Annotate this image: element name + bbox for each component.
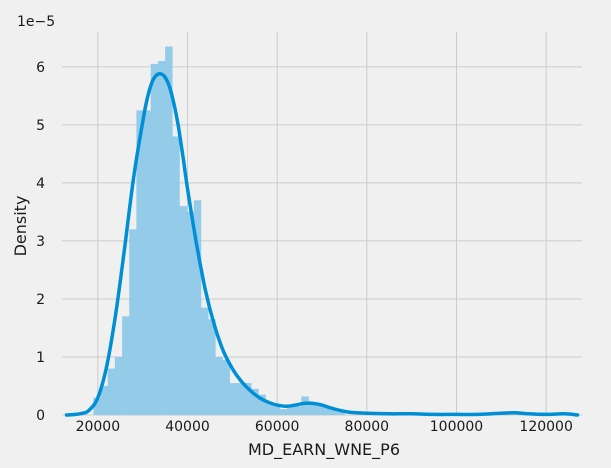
histogram-bar <box>301 396 309 415</box>
x-tick-label: 120000 <box>519 419 572 435</box>
histogram-bar <box>258 394 266 415</box>
x-tick-label: 80000 <box>345 419 390 435</box>
x-tick-labels: 20000 40000 60000 80000 100000 120000 <box>76 419 573 435</box>
histogram-bar <box>136 110 144 415</box>
histogram-bar <box>222 359 230 415</box>
x-tick-label: 40000 <box>165 419 210 435</box>
histogram-bar <box>244 383 252 415</box>
histogram-bar <box>272 406 281 415</box>
histogram-bar <box>330 408 338 415</box>
histogram-bar <box>179 206 187 415</box>
histogram-bar <box>172 136 180 416</box>
histogram-bar <box>265 403 273 415</box>
histogram-bar <box>150 63 159 416</box>
x-gridlines <box>97 32 547 415</box>
histogram-bar <box>251 388 259 415</box>
histogram-bar <box>165 46 173 416</box>
x-tick-label: 100000 <box>430 419 483 435</box>
x-tick-label: 60000 <box>255 419 300 435</box>
histogram-bar <box>143 110 152 415</box>
y-tick-label: 1 <box>36 350 45 366</box>
histogram-bar <box>114 356 123 415</box>
histogram-bar <box>322 406 331 415</box>
histogram-bars <box>93 46 345 416</box>
histogram-bar <box>93 397 101 415</box>
histogram-bar <box>186 211 195 415</box>
histogram-bar <box>208 319 216 415</box>
histogram-bar <box>157 61 166 416</box>
kde-curve <box>64 71 580 417</box>
y-tick-label: 3 <box>36 234 45 250</box>
histogram-bar <box>129 229 137 415</box>
histogram-bar <box>308 404 317 415</box>
histogram-bar <box>215 356 223 415</box>
y-offset-text: 1e−5 <box>17 14 55 30</box>
x-axis-label: MD_EARN_WNE_P6 <box>248 440 400 460</box>
histogram-bar <box>229 383 238 415</box>
y-axis-label: Density <box>11 196 30 257</box>
x-tick-label: 20000 <box>76 419 121 435</box>
histogram-bar <box>200 307 209 415</box>
y-tick-label: 0 <box>36 408 45 424</box>
histogram-bar <box>100 385 109 415</box>
y-tick-label: 4 <box>36 176 45 192</box>
histogram-bar <box>107 368 116 415</box>
histogram-bar <box>287 406 295 415</box>
y-tick-labels: 0 1 2 3 4 5 6 <box>36 60 45 424</box>
histogram-bar <box>315 404 324 415</box>
histogram-bar <box>236 383 245 415</box>
y-tick-label: 5 <box>36 118 45 134</box>
histogram-bar <box>122 316 130 415</box>
histogram-bar <box>279 409 288 415</box>
histogram-bar <box>193 200 202 415</box>
y-tick-label: 2 <box>36 292 45 308</box>
histogram-bar <box>294 406 302 415</box>
y-tick-label: 6 <box>36 60 45 76</box>
histogram-bar <box>337 412 345 415</box>
